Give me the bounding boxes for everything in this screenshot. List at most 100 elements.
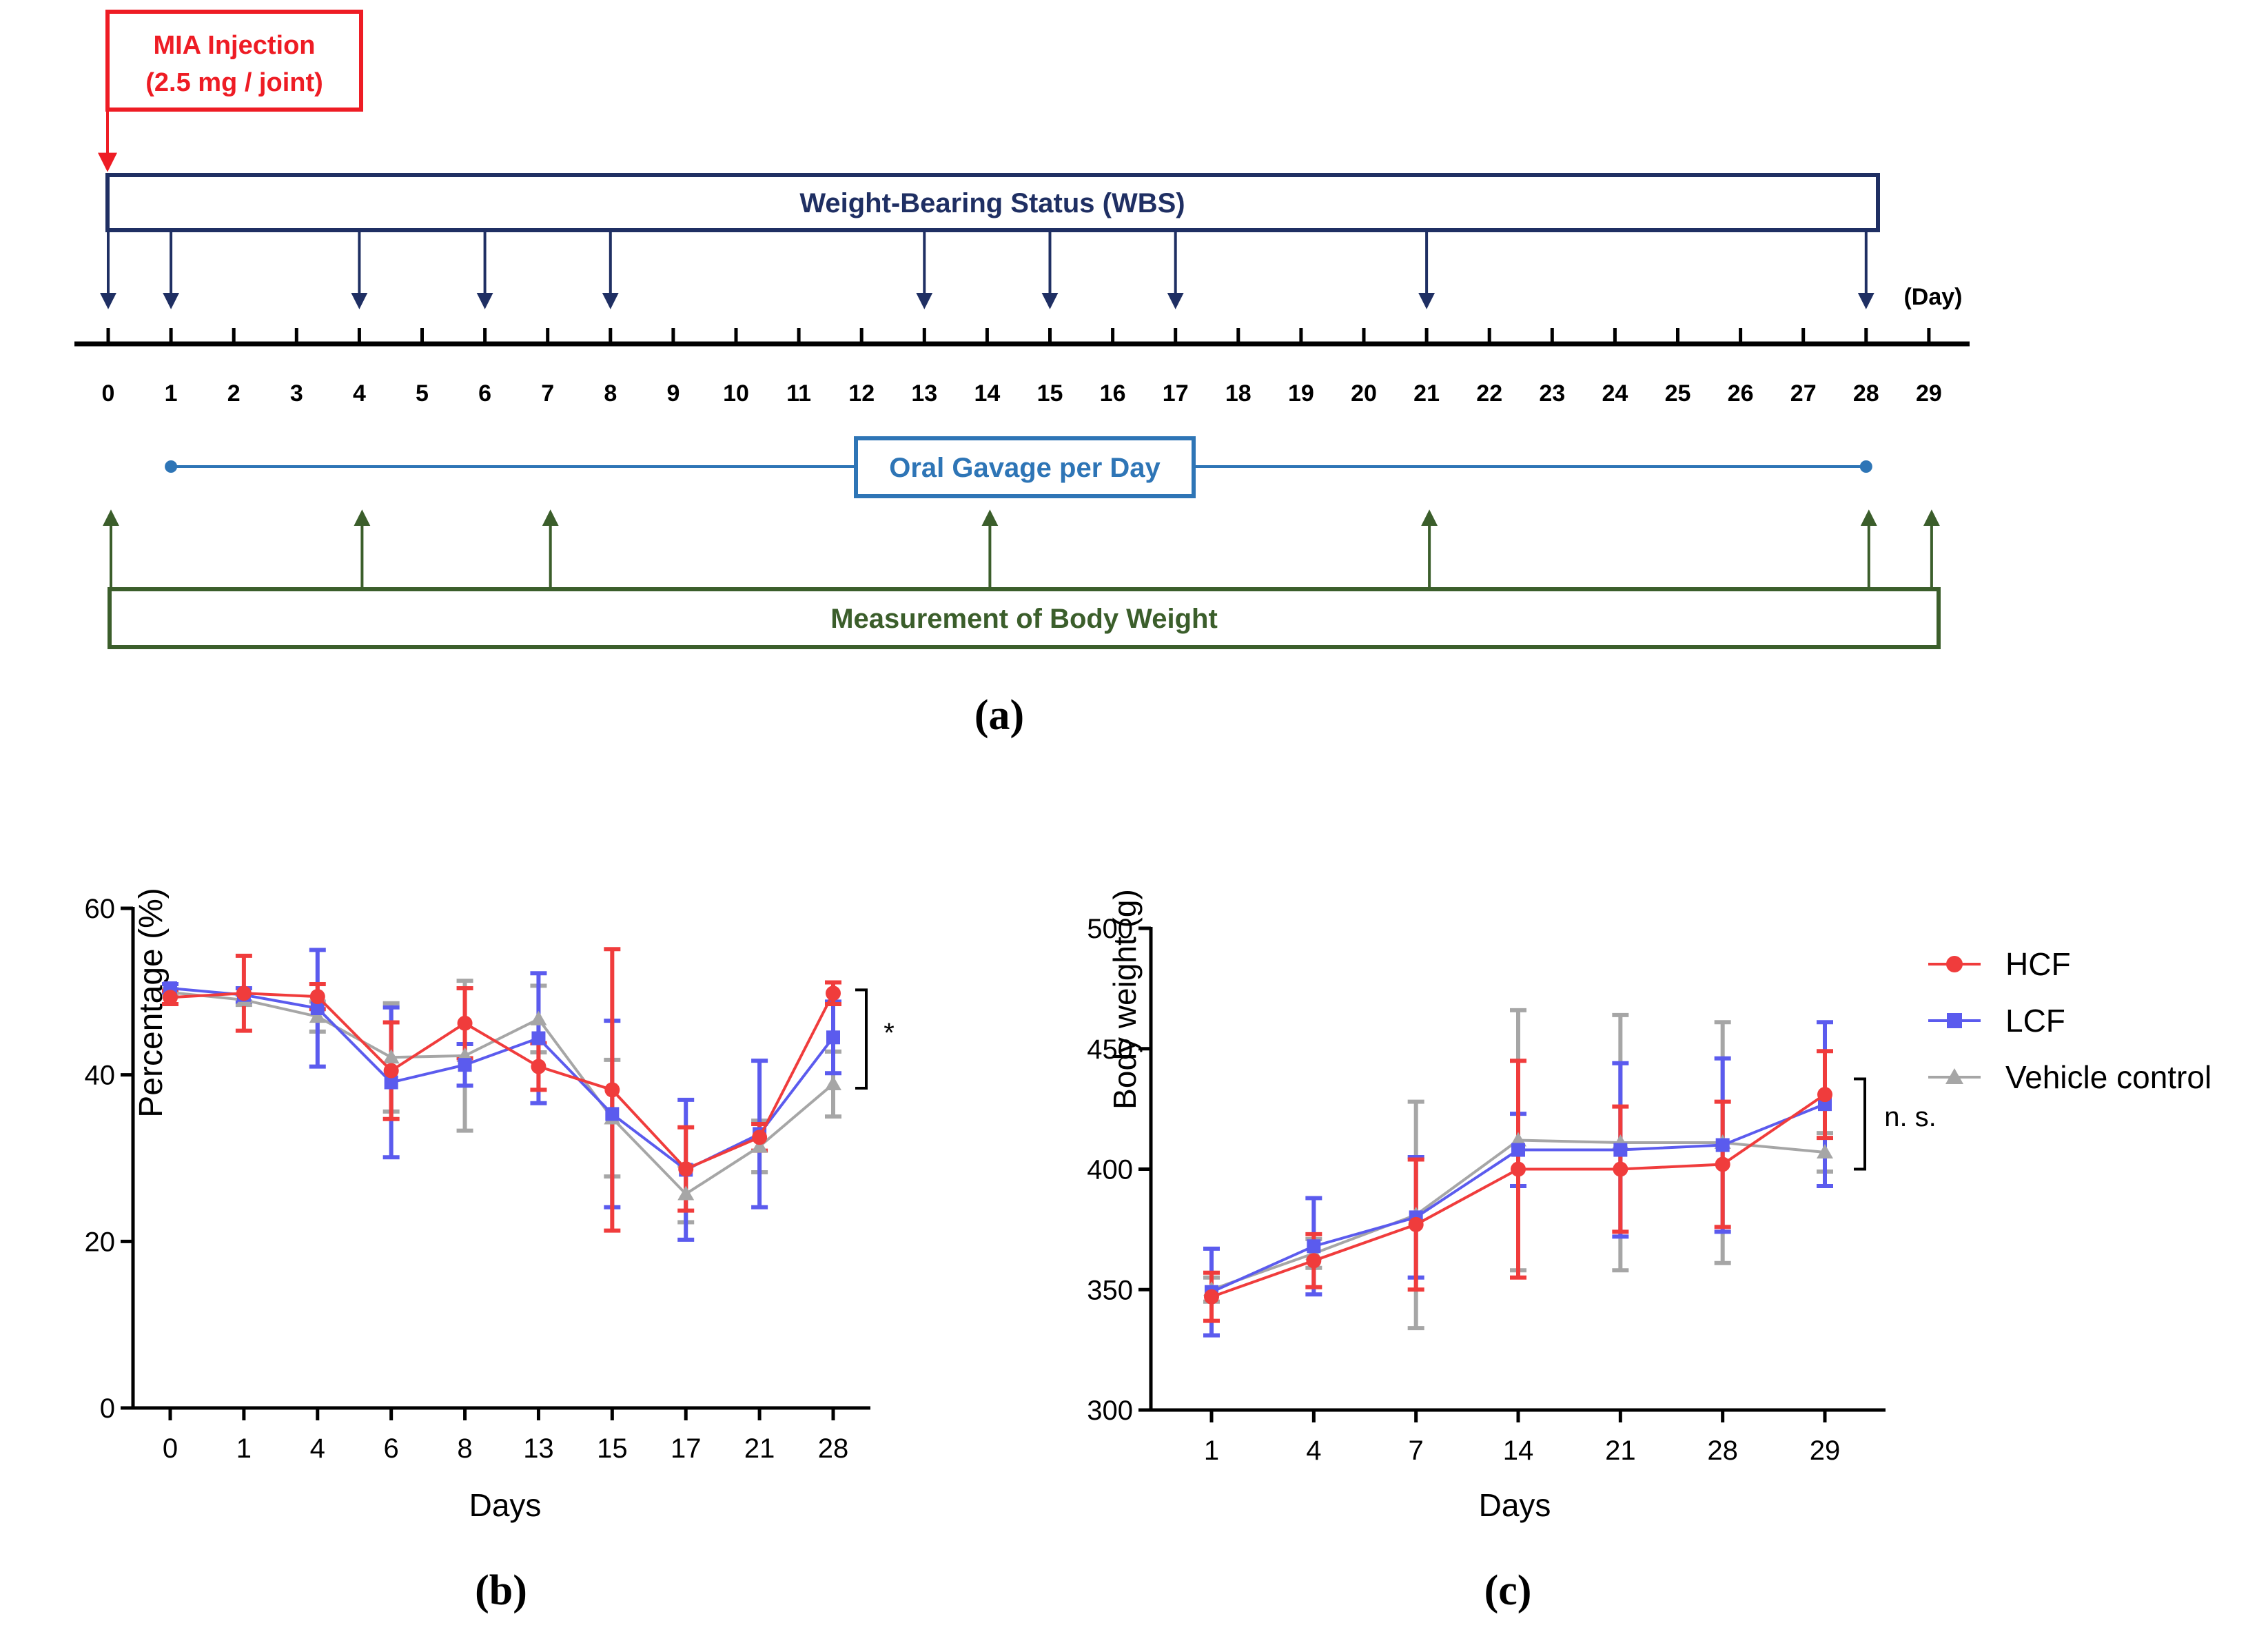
legend-label: LCF (2005, 1003, 2065, 1039)
day-tick-label: 14 (974, 380, 1000, 407)
gavage-end-dot (1859, 460, 1872, 473)
body-weight-label: Measurement of Body Weight (830, 604, 1218, 634)
x-tick-label: 4 (1306, 1436, 1321, 1466)
body-weight-arrows (103, 509, 1940, 589)
y-tick-label: 450 (1087, 1034, 1133, 1065)
data-point (382, 1049, 400, 1064)
data-point (751, 1138, 768, 1153)
gavage-start-dot (165, 460, 178, 473)
data-point (1511, 1143, 1525, 1157)
body-weight-box (108, 587, 1941, 649)
day-tick-label: 23 (1539, 380, 1565, 407)
series-line-lcf (170, 987, 835, 1172)
mia-injection-box (105, 10, 363, 112)
y-tick-label: 300 (1087, 1396, 1133, 1426)
day-tick-label: 8 (604, 380, 617, 407)
data-point (678, 1161, 694, 1177)
data-point (605, 1107, 620, 1121)
x-tick-label: 14 (1503, 1436, 1534, 1466)
data-point (1613, 1161, 1628, 1177)
day-tick-label: 1 (165, 380, 178, 407)
data-point (826, 985, 841, 1001)
day-tick-label: 29 (1916, 380, 1942, 407)
day-tick-label: 26 (1728, 380, 1754, 407)
day-tick-label: 28 (1853, 380, 1879, 407)
data-point (1817, 1087, 1832, 1103)
day-tick-label: 11 (786, 380, 811, 407)
x-tick-label: 6 (384, 1433, 399, 1464)
x-tick-label: 17 (671, 1433, 702, 1464)
wbs-label: Weight-Bearing Status (WBS) (799, 188, 1185, 218)
day-tick-label: 3 (290, 380, 303, 407)
series-line-hcf (170, 992, 835, 1171)
y-tick-label: 500 (1087, 914, 1133, 944)
x-tick-label: 29 (1810, 1436, 1841, 1466)
chart-c-xlabel: Days (1479, 1487, 1551, 1523)
caption-b: (b) (475, 1567, 527, 1614)
y-tick-label: 60 (85, 894, 116, 924)
data-point (163, 990, 178, 1005)
x-tick-label: 1 (236, 1433, 252, 1464)
data-point (458, 1058, 472, 1072)
day-tick-label: 9 (666, 380, 680, 407)
chart-b-xlabel: Days (469, 1487, 542, 1523)
day-tick-label: 10 (723, 380, 749, 407)
x-tick-label: 1 (1204, 1436, 1219, 1466)
day-tick-label: 27 (1790, 380, 1817, 407)
x-tick-label: 4 (310, 1433, 325, 1464)
x-tick-label: 28 (1707, 1436, 1738, 1466)
data-point (383, 1063, 399, 1079)
day-tick-label: 12 (848, 380, 875, 407)
x-tick-label: 13 (523, 1433, 554, 1464)
legend-marker (1945, 1068, 1963, 1084)
data-point (677, 1185, 695, 1201)
data-point (309, 989, 325, 1005)
day-tick-label: 19 (1288, 380, 1314, 407)
x-tick-label: 21 (744, 1433, 775, 1464)
day-ticks: 0 1 2 3 4 5 6 7 8 9 10 11 12 13 14 15 16 17 18 19 20 21 22 23 24… (102, 328, 1942, 407)
chart-b-significance: * (883, 1018, 895, 1048)
chart-c-ylabel: Body weight (g) (1107, 889, 1143, 1110)
data-point (1511, 1161, 1526, 1177)
data-point (1817, 1144, 1833, 1159)
mia-injection-label: MIA Injection (153, 31, 315, 60)
data-point (531, 1031, 546, 1045)
y-tick-label: 40 (85, 1061, 116, 1091)
day-tick-label: 22 (1476, 380, 1502, 407)
day-tick-label: 20 (1351, 380, 1377, 407)
x-tick-label: 7 (1409, 1436, 1424, 1466)
legend-marker (1946, 956, 1963, 972)
mia-dose-label: (2.5 mg / joint) (145, 68, 323, 97)
day-tick-label: 13 (911, 380, 937, 407)
day-tick-label: 0 (102, 380, 115, 407)
day-tick-label: 16 (1100, 380, 1126, 407)
data-point (604, 1082, 620, 1098)
day-tick-label: 4 (353, 380, 366, 407)
x-tick-label: 15 (597, 1433, 628, 1464)
data-point (1510, 1132, 1526, 1147)
chart-c: Body weight (g) Days (c) n. s. HCF LCF Veh… (1087, 889, 2211, 1614)
data-point (309, 1008, 326, 1023)
day-tick-label: 15 (1037, 380, 1063, 407)
wbs-box (105, 173, 1880, 232)
data-point (1715, 1156, 1730, 1172)
y-tick-label: 20 (85, 1227, 116, 1257)
significance-bracket (855, 988, 868, 1090)
x-tick-label: 21 (1605, 1436, 1636, 1466)
day-tick-label: 6 (478, 380, 491, 407)
data-point (826, 1030, 840, 1045)
day-tick-label: 25 (1665, 380, 1691, 407)
oral-gavage-label: Oral Gavage per Day (889, 453, 1161, 483)
data-point (1306, 1253, 1322, 1269)
x-tick-label: 0 (163, 1433, 178, 1464)
caption-a: (a) (974, 692, 1024, 739)
legend-label: Vehicle control (2005, 1059, 2211, 1095)
oral-gavage-box (854, 436, 1196, 498)
day-tick-label: 24 (1602, 380, 1628, 407)
y-tick-label: 0 (100, 1393, 115, 1424)
data-point (531, 1059, 546, 1074)
x-tick-label: 28 (818, 1433, 849, 1464)
chart-c-legend: HCF LCF Vehicle control (1928, 946, 2211, 1095)
